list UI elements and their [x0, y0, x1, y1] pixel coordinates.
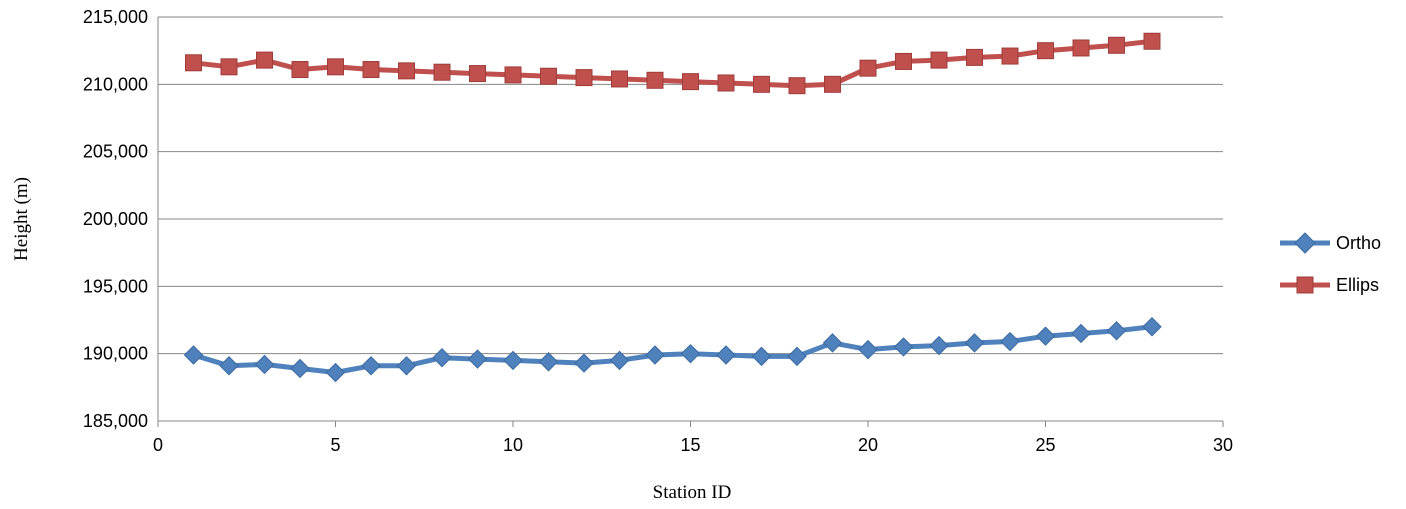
legend-label-ellips: Ellips [1336, 275, 1379, 295]
data-point-ortho [751, 346, 772, 367]
data-point-ellips [362, 61, 380, 79]
data-point-ortho [183, 345, 204, 365]
x-tick-label: 30 [1213, 435, 1233, 455]
data-point-ellips [256, 51, 273, 69]
data-point-ellips [859, 59, 877, 77]
legend-marker-ortho [1294, 232, 1316, 254]
series-line-ellips [193, 38, 1153, 89]
series-layer [183, 32, 1162, 383]
data-point-ellips [1108, 36, 1125, 54]
data-point-ortho [538, 352, 559, 372]
data-point-ortho [964, 333, 985, 353]
data-point-ortho [893, 337, 914, 357]
data-point-ellips [433, 63, 451, 81]
y-tick-labels: 185,000 190,000 195,000 200,000 205,000 210,0… [83, 7, 148, 431]
data-point-ortho [1035, 326, 1056, 346]
data-point-ellips [682, 73, 699, 91]
data-point-ortho [645, 345, 665, 365]
data-point-ellips [895, 52, 912, 70]
data-point-ellips [611, 70, 628, 88]
data-point-ortho [716, 345, 736, 365]
x-tick-label: 20 [858, 435, 878, 455]
legend-item-ellips: Ellips [1280, 275, 1379, 295]
data-point-ellips [540, 67, 557, 85]
legend-marker-ellips [1296, 276, 1314, 294]
data-point-ellips [469, 65, 486, 83]
data-point-ellips [398, 62, 415, 80]
data-point-ortho [432, 347, 452, 368]
data-point-ellips [575, 69, 593, 87]
data-point-ortho [929, 335, 949, 356]
axes [157, 17, 1224, 427]
data-point-ellips [1143, 32, 1161, 50]
legend-label-ortho: Ortho [1336, 233, 1381, 253]
data-point-ellips [1001, 47, 1019, 65]
data-point-ortho [858, 339, 878, 360]
y-tick-label: 200,000 [83, 209, 148, 229]
data-point-ellips [753, 75, 770, 93]
data-point-ellips [966, 48, 983, 66]
data-point-ellips [1072, 39, 1090, 57]
x-axis-title: Station ID [653, 482, 732, 503]
y-axis-title: Height (m) [11, 177, 32, 261]
x-tick-label: 25 [1035, 435, 1055, 455]
data-point-ellips [824, 75, 841, 93]
legend: Ortho Ellips [1280, 232, 1381, 295]
x-tick-label: 5 [330, 435, 340, 455]
data-point-ortho [219, 356, 239, 376]
series-line-ortho [192, 324, 1153, 375]
x-tick-label: 15 [680, 435, 700, 455]
data-point-ellips [788, 77, 806, 95]
y-tick-label: 185,000 [83, 411, 148, 431]
data-point-ortho [396, 356, 417, 376]
data-point-ortho [325, 362, 346, 383]
data-point-ellips [220, 58, 238, 76]
data-point-ellips [327, 58, 344, 76]
x-tick-labels: 0 5 10 15 20 25 30 [153, 435, 1233, 455]
data-point-ortho [467, 349, 488, 369]
data-point-ortho [1071, 323, 1091, 344]
data-point-ortho [254, 354, 275, 375]
data-point-ellips [646, 71, 664, 89]
data-point-ortho [609, 350, 630, 371]
data-point-ortho [503, 350, 523, 371]
x-tick-label: 0 [153, 435, 163, 455]
data-point-ellips [291, 61, 309, 79]
y-tick-label: 210,000 [83, 74, 148, 94]
legend-item-ortho: Ortho [1280, 232, 1381, 254]
data-point-ortho [1106, 321, 1127, 341]
data-point-ellips [930, 51, 948, 69]
data-point-ellips [504, 66, 522, 84]
y-tick-label: 190,000 [83, 344, 148, 364]
data-point-ortho [680, 343, 701, 364]
x-tick-label: 10 [503, 435, 523, 455]
y-tick-label: 195,000 [83, 276, 148, 296]
y-tick-label: 205,000 [83, 142, 148, 162]
data-point-ellips [717, 74, 735, 92]
data-point-ortho [822, 333, 843, 353]
data-point-ortho [787, 346, 807, 367]
data-point-ortho [290, 358, 310, 379]
y-tick-label: 215,000 [83, 7, 148, 27]
data-point-ellips [1037, 42, 1054, 60]
data-point-ortho [361, 356, 381, 376]
data-point-ortho [574, 353, 594, 373]
data-point-ortho [1000, 331, 1020, 352]
data-point-ortho [1142, 317, 1162, 337]
data-point-ellips [185, 54, 202, 72]
